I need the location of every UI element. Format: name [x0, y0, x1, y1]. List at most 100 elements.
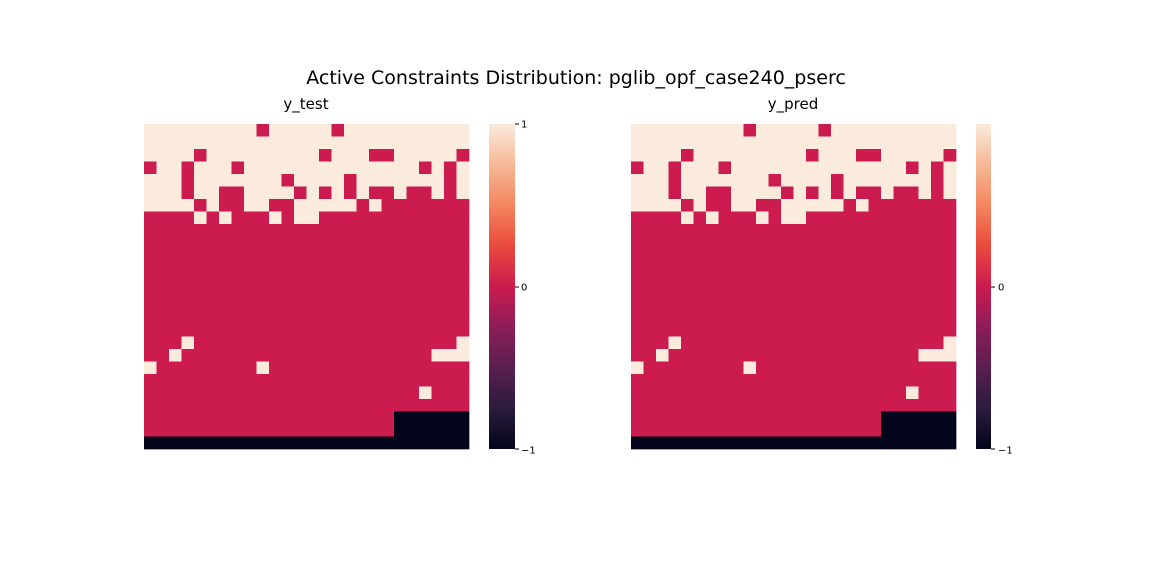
- heatmap-cell: [843, 324, 857, 337]
- heatmap-cell: [881, 249, 894, 262]
- heatmap-cell: [793, 136, 807, 150]
- heatmap-cell: [231, 261, 245, 275]
- heatmap-cell: [706, 136, 719, 150]
- heatmap-cell: [681, 199, 694, 212]
- heatmap-cell: [931, 361, 944, 375]
- heatmap-cell: [219, 361, 232, 375]
- heatmap-cell: [219, 349, 232, 362]
- heatmap-cell: [156, 436, 170, 450]
- heatmap-cell: [743, 124, 757, 137]
- heatmap-cell: [681, 186, 694, 200]
- heatmap-cell: [219, 399, 232, 412]
- heatmap-cell: [806, 199, 819, 212]
- heatmap-cell: [431, 274, 445, 287]
- heatmap-cell: [194, 324, 207, 337]
- heatmap-cell: [419, 324, 432, 337]
- heatmap-cell: [456, 124, 470, 137]
- heatmap-cell: [943, 249, 957, 262]
- heatmap-cell: [693, 374, 707, 387]
- heatmap-cell: [156, 136, 170, 150]
- heatmap-cell: [731, 211, 744, 225]
- heatmap-cell: [843, 136, 857, 150]
- heatmap-cell: [793, 249, 807, 262]
- heatmap-cell: [369, 261, 382, 275]
- heatmap-cell: [856, 261, 869, 275]
- heatmap-cell: [456, 274, 470, 287]
- heatmap-cell: [419, 336, 432, 350]
- heatmap-cell: [918, 336, 932, 350]
- heatmap-cell: [918, 161, 932, 175]
- heatmap-cell: [231, 411, 245, 425]
- heatmap-cell: [406, 374, 420, 387]
- heatmap-cell: [256, 349, 270, 362]
- heatmap-cell: [369, 186, 382, 200]
- colorbar-gradient: [976, 124, 991, 449]
- heatmap-cell: [181, 311, 195, 325]
- heatmap-cell: [718, 311, 732, 325]
- heatmap-cell: [169, 336, 182, 350]
- heatmap-cell: [294, 299, 307, 312]
- heatmap-cell: [331, 411, 345, 425]
- heatmap-cell: [768, 386, 782, 400]
- heatmap-cell: [856, 374, 869, 387]
- heatmap-cell: [419, 374, 432, 387]
- heatmap-cell: [144, 399, 157, 412]
- heatmap-cell: [743, 174, 757, 187]
- heatmap-cell: [231, 436, 245, 450]
- heatmap-cell: [943, 124, 957, 137]
- heatmap-cell: [806, 349, 819, 362]
- heatmap-cell: [406, 199, 420, 212]
- heatmap-cell: [918, 361, 932, 375]
- heatmap-cell: [356, 274, 370, 287]
- heatmap-cell: [369, 136, 382, 150]
- heatmap-cell: [831, 336, 844, 350]
- heatmap-cell: [144, 149, 157, 162]
- heatmap-cell: [344, 324, 357, 337]
- heatmap-cell: [681, 411, 694, 425]
- heatmap-cell: [906, 399, 919, 412]
- heatmap-cell: [169, 349, 182, 362]
- heatmap-cell: [231, 161, 245, 175]
- heatmap-cell: [856, 186, 869, 200]
- heatmap-cell: [806, 424, 819, 437]
- heatmap-cell: [369, 374, 382, 387]
- heatmap-cell: [181, 399, 195, 412]
- heatmap-cell: [906, 136, 919, 150]
- heatmap-cell: [394, 336, 407, 350]
- heatmap-cell: [356, 411, 370, 425]
- heatmap-cell: [643, 436, 657, 450]
- heatmap-cell: [206, 411, 220, 425]
- heatmap-cell: [943, 286, 957, 300]
- heatmap-cell: [856, 411, 869, 425]
- heatmap-cell: [444, 136, 457, 150]
- heatmap-cell: [931, 236, 944, 250]
- heatmap-cell: [431, 236, 445, 250]
- heatmap-cell: [431, 136, 445, 150]
- heatmap-cell: [831, 436, 844, 450]
- heatmap-cell: [868, 274, 882, 287]
- heatmap-cell: [718, 249, 732, 262]
- heatmap-cell: [144, 124, 157, 137]
- heatmap-cell: [793, 386, 807, 400]
- heatmap-cell: [906, 286, 919, 300]
- heatmap-cell: [881, 211, 894, 225]
- heatmap-cell: [631, 286, 644, 300]
- heatmap-cell: [756, 286, 769, 300]
- heatmap-cell: [806, 299, 819, 312]
- heatmap-cell: [893, 286, 907, 300]
- heatmap-cell: [806, 411, 819, 425]
- heatmap-cell: [306, 374, 320, 387]
- heatmap-cell: [818, 311, 832, 325]
- heatmap-cell: [294, 161, 307, 175]
- heatmap-cell: [756, 374, 769, 387]
- heatmap-cell: [331, 236, 345, 250]
- heatmap-cell: [743, 374, 757, 387]
- heatmap-cell: [943, 161, 957, 175]
- heatmap-cell: [856, 299, 869, 312]
- heatmap-cell: [231, 361, 245, 375]
- heatmap-cell: [206, 136, 220, 150]
- heatmap-cell: [306, 336, 320, 350]
- heatmap-cell: [231, 274, 245, 287]
- heatmap-cell: [456, 211, 470, 225]
- heatmap-cell: [756, 324, 769, 337]
